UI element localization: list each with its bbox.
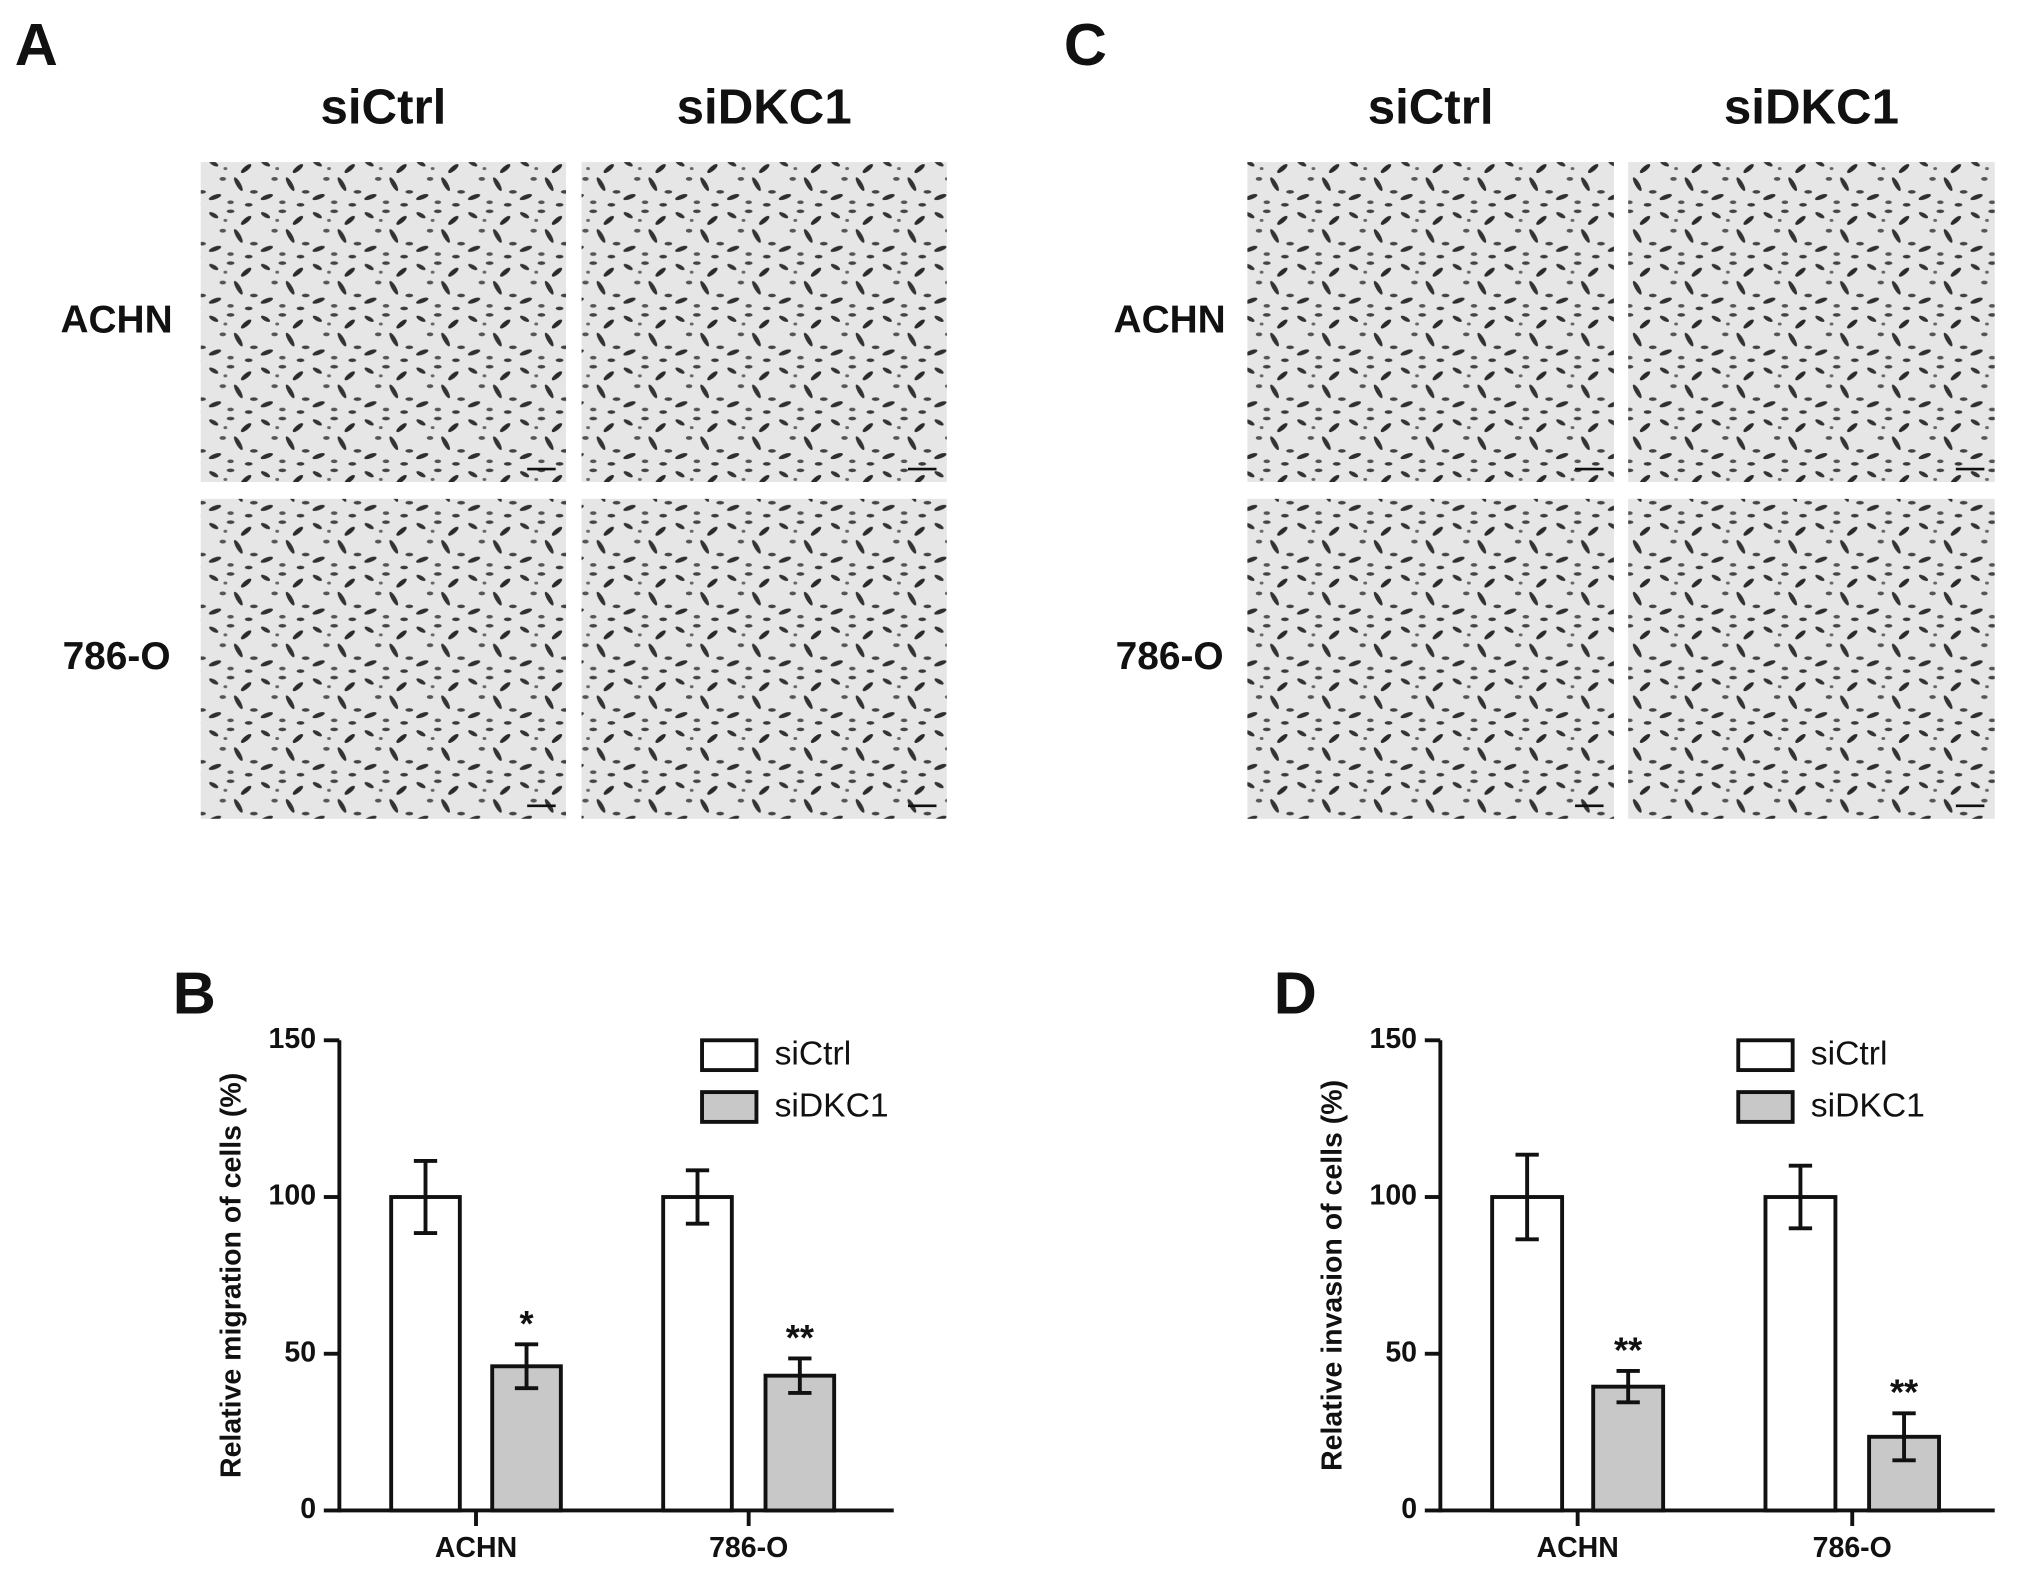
bar — [389, 1195, 462, 1513]
y-tick-label: 50 — [284, 1336, 316, 1368]
micrograph — [1628, 162, 1995, 483]
x-tick-label: ACHN — [1537, 1532, 1619, 1564]
y-tick-label: 50 — [1385, 1336, 1417, 1368]
x-tick-label: ACHN — [435, 1532, 517, 1564]
panel-letter: C — [1064, 11, 1107, 78]
bar — [490, 1364, 563, 1513]
micrograph — [200, 498, 567, 819]
micrograph — [1247, 162, 1614, 483]
panel-letter: A — [15, 11, 58, 78]
y-tick-label: 0 — [300, 1493, 316, 1525]
error-bar — [514, 1342, 539, 1391]
y-tick-label: 150 — [1370, 1023, 1418, 1055]
legend-label: siCtrl — [775, 1036, 852, 1073]
error-bar — [788, 1356, 812, 1395]
micrograph — [200, 162, 567, 483]
column-label: siCtrl — [1368, 79, 1494, 134]
legend-swatch — [1736, 1090, 1795, 1124]
row-label: ACHN — [1114, 298, 1226, 341]
bar — [1490, 1195, 1565, 1513]
error-bar — [1616, 1369, 1640, 1405]
y-tick-label: 100 — [269, 1180, 317, 1212]
y-tick-label: 0 — [1401, 1493, 1417, 1525]
row-label: 786-O — [63, 635, 171, 678]
error-bar — [685, 1168, 710, 1226]
legend-swatch — [1736, 1038, 1795, 1073]
column-label: siDKC1 — [677, 79, 852, 134]
y-axis-label: Relative invasion of cells (%) — [1317, 1080, 1349, 1471]
bar — [763, 1373, 837, 1513]
bar — [1763, 1195, 1838, 1513]
legend-label: siCtrl — [1811, 1036, 1888, 1073]
error-bar — [1892, 1411, 1916, 1463]
legend-label: siDKC1 — [775, 1088, 889, 1125]
y-tick-label: 100 — [1370, 1180, 1418, 1212]
micrograph — [1628, 498, 1995, 819]
micrograph — [581, 498, 947, 819]
panel-letter: D — [1274, 959, 1317, 1026]
row-label: 786-O — [1116, 635, 1224, 678]
bar — [1591, 1384, 1666, 1513]
significance-label: * — [519, 1303, 534, 1344]
legend-swatch — [700, 1038, 759, 1073]
column-label: siCtrl — [320, 79, 446, 134]
error-bar — [413, 1159, 438, 1236]
column-label: siDKC1 — [1724, 79, 1899, 134]
significance-label: ** — [1614, 1329, 1643, 1370]
significance-label: ** — [786, 1317, 815, 1358]
y-axis-label: Relative migration of cells (%) — [216, 1073, 248, 1478]
x-tick-label: 786-O — [1813, 1532, 1892, 1564]
row-label: ACHN — [60, 298, 172, 341]
significance-label: ** — [1890, 1372, 1919, 1413]
legend-swatch — [700, 1090, 759, 1124]
micrograph — [1247, 498, 1614, 819]
y-tick-label: 150 — [269, 1023, 317, 1055]
micrograph — [581, 162, 947, 483]
panel-letter: B — [173, 959, 216, 1026]
error-bar — [1515, 1152, 1539, 1242]
legend-label: siDKC1 — [1811, 1088, 1925, 1125]
error-bar — [1788, 1163, 1813, 1231]
x-tick-label: 786-O — [709, 1532, 788, 1564]
bar — [661, 1195, 734, 1513]
